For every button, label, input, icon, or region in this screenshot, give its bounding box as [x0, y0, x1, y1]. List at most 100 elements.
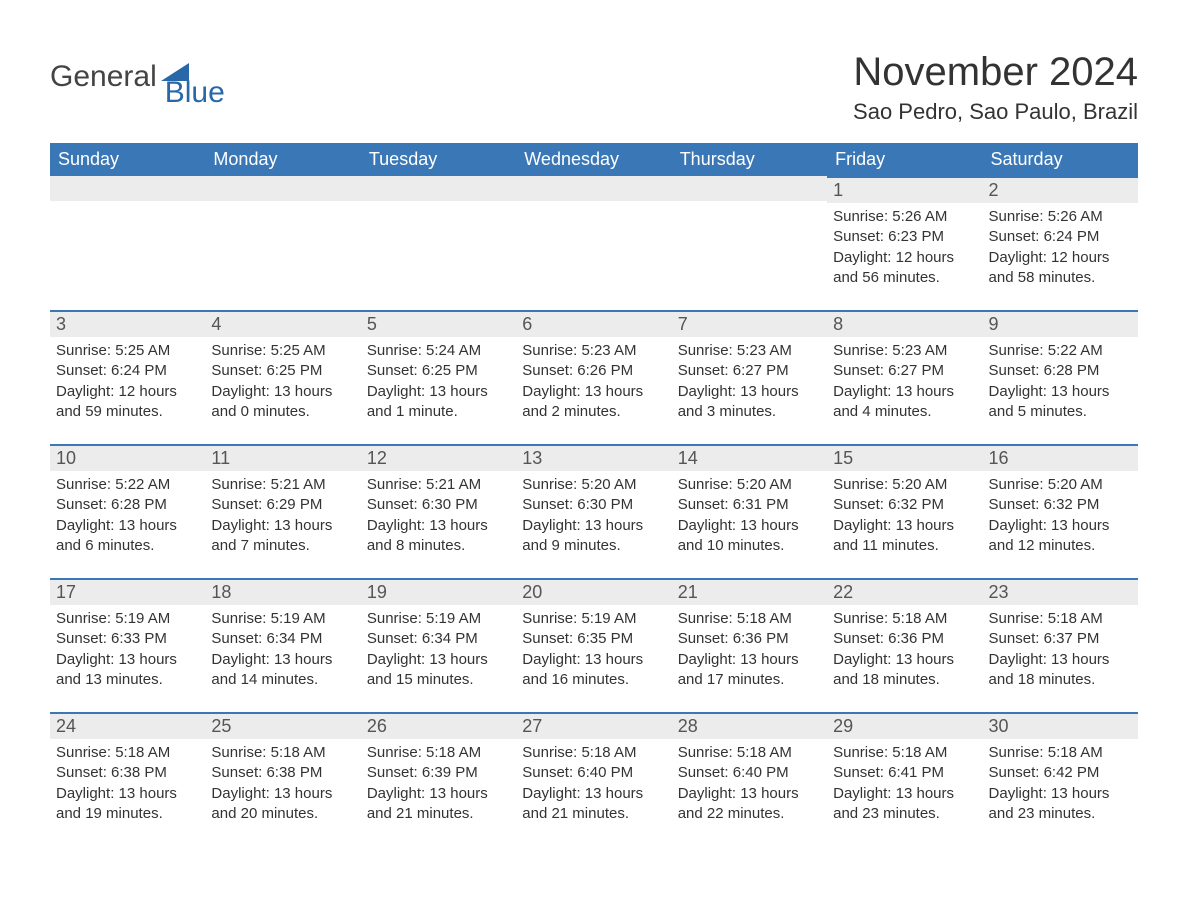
sunrise-line: Sunrise: 5:19 AM	[522, 609, 665, 629]
daylight-line-1: Daylight: 13 hours	[989, 784, 1132, 804]
day-detail: Sunrise: 5:24 AMSunset: 6:25 PMDaylight:…	[361, 337, 516, 428]
day-number: 27	[516, 712, 671, 739]
daylight-line-1: Daylight: 12 hours	[56, 382, 199, 402]
calendar-cell: 29Sunrise: 5:18 AMSunset: 6:41 PMDayligh…	[827, 712, 982, 846]
sunrise-line: Sunrise: 5:18 AM	[678, 743, 821, 763]
day-detail: Sunrise: 5:18 AMSunset: 6:37 PMDaylight:…	[983, 605, 1138, 696]
calendar-cell: 26Sunrise: 5:18 AMSunset: 6:39 PMDayligh…	[361, 712, 516, 846]
empty-day-header	[516, 176, 671, 201]
daylight-line-1: Daylight: 13 hours	[56, 650, 199, 670]
daylight-line-1: Daylight: 13 hours	[833, 650, 976, 670]
calendar-cell: 4Sunrise: 5:25 AMSunset: 6:25 PMDaylight…	[205, 310, 360, 444]
calendar-cell	[361, 176, 516, 310]
day-number: 22	[827, 578, 982, 605]
calendar-cell: 5Sunrise: 5:24 AMSunset: 6:25 PMDaylight…	[361, 310, 516, 444]
day-detail: Sunrise: 5:21 AMSunset: 6:30 PMDaylight:…	[361, 471, 516, 562]
weekday-header: Tuesday	[361, 143, 516, 176]
daylight-line-1: Daylight: 13 hours	[211, 382, 354, 402]
daylight-line-2: and 10 minutes.	[678, 536, 821, 556]
daylight-line-1: Daylight: 13 hours	[56, 516, 199, 536]
daylight-line-1: Daylight: 13 hours	[833, 382, 976, 402]
sunset-line: Sunset: 6:27 PM	[678, 361, 821, 381]
daylight-line-1: Daylight: 13 hours	[678, 784, 821, 804]
calendar-week-row: 24Sunrise: 5:18 AMSunset: 6:38 PMDayligh…	[50, 712, 1138, 846]
calendar-cell: 19Sunrise: 5:19 AMSunset: 6:34 PMDayligh…	[361, 578, 516, 712]
daylight-line-1: Daylight: 12 hours	[833, 248, 976, 268]
calendar-cell: 10Sunrise: 5:22 AMSunset: 6:28 PMDayligh…	[50, 444, 205, 578]
weekday-header: Saturday	[983, 143, 1138, 176]
sunrise-line: Sunrise: 5:20 AM	[989, 475, 1132, 495]
sunset-line: Sunset: 6:23 PM	[833, 227, 976, 247]
day-number: 1	[827, 176, 982, 203]
daylight-line-1: Daylight: 13 hours	[211, 784, 354, 804]
location-subtitle: Sao Pedro, Sao Paulo, Brazil	[853, 99, 1138, 125]
empty-day-header	[205, 176, 360, 201]
sunset-line: Sunset: 6:42 PM	[989, 763, 1132, 783]
sunrise-line: Sunrise: 5:18 AM	[211, 743, 354, 763]
daylight-line-1: Daylight: 13 hours	[367, 516, 510, 536]
day-detail: Sunrise: 5:20 AMSunset: 6:31 PMDaylight:…	[672, 471, 827, 562]
calendar-cell: 15Sunrise: 5:20 AMSunset: 6:32 PMDayligh…	[827, 444, 982, 578]
day-number: 14	[672, 444, 827, 471]
day-number: 12	[361, 444, 516, 471]
sunset-line: Sunset: 6:24 PM	[56, 361, 199, 381]
sunrise-line: Sunrise: 5:19 AM	[56, 609, 199, 629]
sunrise-line: Sunrise: 5:24 AM	[367, 341, 510, 361]
daylight-line-1: Daylight: 13 hours	[367, 382, 510, 402]
sunset-line: Sunset: 6:38 PM	[211, 763, 354, 783]
sunset-line: Sunset: 6:24 PM	[989, 227, 1132, 247]
calendar-cell: 2Sunrise: 5:26 AMSunset: 6:24 PMDaylight…	[983, 176, 1138, 310]
sunrise-line: Sunrise: 5:20 AM	[522, 475, 665, 495]
day-number: 7	[672, 310, 827, 337]
sunset-line: Sunset: 6:39 PM	[367, 763, 510, 783]
calendar-cell	[50, 176, 205, 310]
day-number: 29	[827, 712, 982, 739]
sunrise-line: Sunrise: 5:18 AM	[56, 743, 199, 763]
daylight-line-2: and 12 minutes.	[989, 536, 1132, 556]
day-detail: Sunrise: 5:19 AMSunset: 6:33 PMDaylight:…	[50, 605, 205, 696]
day-number: 3	[50, 310, 205, 337]
day-number: 25	[205, 712, 360, 739]
day-detail: Sunrise: 5:22 AMSunset: 6:28 PMDaylight:…	[983, 337, 1138, 428]
day-detail: Sunrise: 5:23 AMSunset: 6:27 PMDaylight:…	[827, 337, 982, 428]
day-number: 13	[516, 444, 671, 471]
daylight-line-1: Daylight: 13 hours	[678, 650, 821, 670]
calendar-cell	[672, 176, 827, 310]
sunrise-line: Sunrise: 5:21 AM	[367, 475, 510, 495]
calendar-cell: 23Sunrise: 5:18 AMSunset: 6:37 PMDayligh…	[983, 578, 1138, 712]
day-detail: Sunrise: 5:26 AMSunset: 6:23 PMDaylight:…	[827, 203, 982, 294]
daylight-line-1: Daylight: 13 hours	[56, 784, 199, 804]
sunset-line: Sunset: 6:33 PM	[56, 629, 199, 649]
sunrise-line: Sunrise: 5:23 AM	[678, 341, 821, 361]
daylight-line-2: and 21 minutes.	[367, 804, 510, 824]
day-number: 19	[361, 578, 516, 605]
sunset-line: Sunset: 6:34 PM	[211, 629, 354, 649]
daylight-line-2: and 2 minutes.	[522, 402, 665, 422]
day-detail: Sunrise: 5:18 AMSunset: 6:42 PMDaylight:…	[983, 739, 1138, 830]
day-number: 9	[983, 310, 1138, 337]
day-number: 5	[361, 310, 516, 337]
calendar-cell: 13Sunrise: 5:20 AMSunset: 6:30 PMDayligh…	[516, 444, 671, 578]
sunset-line: Sunset: 6:28 PM	[56, 495, 199, 515]
day-detail: Sunrise: 5:18 AMSunset: 6:36 PMDaylight:…	[827, 605, 982, 696]
calendar-cell: 17Sunrise: 5:19 AMSunset: 6:33 PMDayligh…	[50, 578, 205, 712]
sunrise-line: Sunrise: 5:20 AM	[678, 475, 821, 495]
daylight-line-2: and 59 minutes.	[56, 402, 199, 422]
day-detail: Sunrise: 5:26 AMSunset: 6:24 PMDaylight:…	[983, 203, 1138, 294]
calendar-cell: 16Sunrise: 5:20 AMSunset: 6:32 PMDayligh…	[983, 444, 1138, 578]
daylight-line-1: Daylight: 13 hours	[678, 382, 821, 402]
logo: General Blue	[50, 60, 251, 94]
day-detail: Sunrise: 5:19 AMSunset: 6:34 PMDaylight:…	[361, 605, 516, 696]
weekday-header: Sunday	[50, 143, 205, 176]
daylight-line-2: and 18 minutes.	[833, 670, 976, 690]
daylight-line-1: Daylight: 13 hours	[833, 784, 976, 804]
sunset-line: Sunset: 6:40 PM	[678, 763, 821, 783]
daylight-line-2: and 23 minutes.	[833, 804, 976, 824]
daylight-line-2: and 11 minutes.	[833, 536, 976, 556]
daylight-line-2: and 8 minutes.	[367, 536, 510, 556]
logo-text-general: General	[50, 60, 157, 94]
day-detail: Sunrise: 5:20 AMSunset: 6:30 PMDaylight:…	[516, 471, 671, 562]
day-number: 16	[983, 444, 1138, 471]
day-detail: Sunrise: 5:23 AMSunset: 6:27 PMDaylight:…	[672, 337, 827, 428]
empty-day-header	[50, 176, 205, 201]
